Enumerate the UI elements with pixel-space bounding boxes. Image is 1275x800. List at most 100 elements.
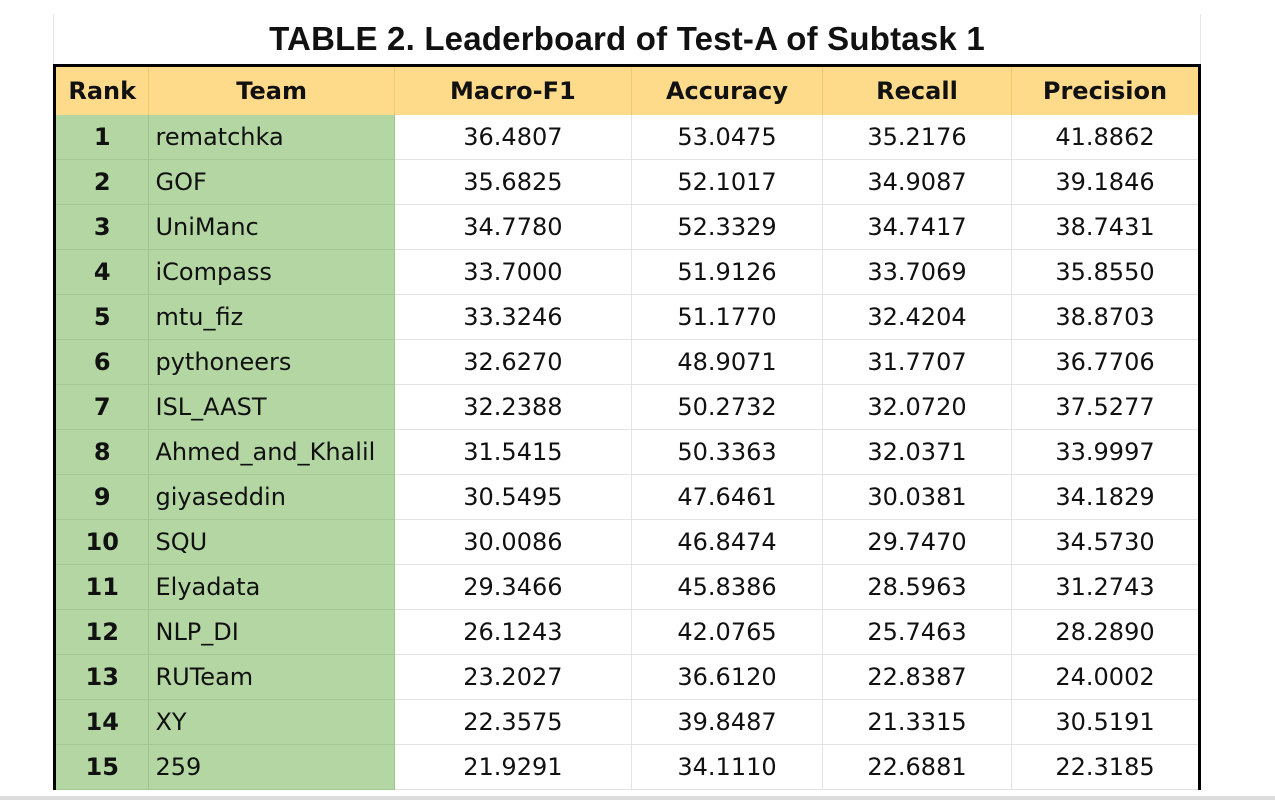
macro-f1-cell: 21.9291	[394, 744, 633, 790]
team-cell: 259	[148, 744, 395, 790]
table-header: Rank Team Macro-F1 Accuracy Recall Preci…	[52, 64, 1202, 115]
accuracy-cell: 51.9126	[631, 249, 823, 295]
table-row: 7 ISL_AAST 32.2388 50.2732 32.0720 37.5277	[52, 384, 1202, 430]
accuracy-cell: 53.0475	[631, 115, 823, 160]
header-team: Team	[148, 64, 395, 115]
macro-f1-cell: 29.3466	[394, 564, 633, 610]
precision-cell: 36.7706	[1011, 339, 1202, 385]
table-row: 15 259 21.9291 34.1110 22.6881 22.3185	[52, 744, 1202, 790]
table-row: 1 rematchka 36.4807 53.0475 35.2176 41.8862	[52, 115, 1202, 160]
macro-f1-cell: 30.0086	[394, 519, 633, 565]
accuracy-cell: 52.3329	[631, 204, 823, 250]
team-cell: iCompass	[148, 249, 395, 295]
macro-f1-cell: 31.5415	[394, 429, 633, 475]
macro-f1-cell: 32.2388	[394, 384, 633, 430]
recall-cell: 30.0381	[822, 474, 1012, 520]
table-row: 4 iCompass 33.7000 51.9126 33.7069 35.8550	[52, 249, 1202, 295]
precision-cell: 37.5277	[1011, 384, 1202, 430]
table-row: 8 Ahmed_and_Khalil 31.5415 50.3363 32.0371 33…	[52, 429, 1202, 475]
precision-cell: 41.8862	[1011, 115, 1202, 160]
precision-cell: 24.0002	[1011, 654, 1202, 700]
recall-cell: 28.5963	[822, 564, 1012, 610]
team-cell: GOF	[148, 159, 395, 205]
rank-cell: 7	[52, 384, 150, 430]
accuracy-cell: 47.6461	[631, 474, 823, 520]
accuracy-cell: 36.6120	[631, 654, 823, 700]
table-row: 13 RUTeam 23.2027 36.6120 22.8387 24.0002	[52, 654, 1202, 700]
rank-cell: 11	[52, 564, 150, 610]
accuracy-cell: 50.3363	[631, 429, 823, 475]
team-cell: RUTeam	[148, 654, 395, 700]
macro-f1-cell: 34.7780	[394, 204, 633, 250]
macro-f1-cell: 35.6825	[394, 159, 633, 205]
rank-cell: 9	[52, 474, 150, 520]
recall-cell: 25.7463	[822, 609, 1012, 655]
team-cell: Ahmed_and_Khalil	[148, 429, 395, 475]
team-cell: NLP_DI	[148, 609, 395, 655]
rank-cell: 12	[52, 609, 150, 655]
macro-f1-cell: 32.6270	[394, 339, 633, 385]
sheet-top-margin	[53, 0, 1201, 17]
table-row: 11 Elyadata 29.3466 45.8386 28.5963 31.2743	[52, 564, 1202, 610]
team-cell: pythoneers	[148, 339, 395, 385]
rank-cell: 3	[52, 204, 150, 250]
accuracy-cell: 45.8386	[631, 564, 823, 610]
precision-cell: 28.2890	[1011, 609, 1202, 655]
recall-cell: 29.7470	[822, 519, 1012, 565]
accuracy-cell: 42.0765	[631, 609, 823, 655]
accuracy-cell: 48.9071	[631, 339, 823, 385]
team-cell: ISL_AAST	[148, 384, 395, 430]
rank-cell: 13	[52, 654, 150, 700]
rank-cell: 10	[52, 519, 150, 565]
precision-cell: 33.9997	[1011, 429, 1202, 475]
team-cell: Elyadata	[148, 564, 395, 610]
table-row: 12 NLP_DI 26.1243 42.0765 25.7463 28.2890	[52, 609, 1202, 655]
table-body: 1 rematchka 36.4807 53.0475 35.2176 41.8862 2 G…	[52, 115, 1202, 790]
header-recall: Recall	[822, 64, 1012, 115]
team-cell: SQU	[148, 519, 395, 565]
recall-cell: 22.8387	[822, 654, 1012, 700]
recall-cell: 32.0371	[822, 429, 1012, 475]
rank-cell: 8	[52, 429, 150, 475]
rank-cell: 6	[52, 339, 150, 385]
table-row: 9 giyaseddin 30.5495 47.6461 30.0381 34.1829	[52, 474, 1202, 520]
accuracy-cell: 50.2732	[631, 384, 823, 430]
precision-cell: 38.7431	[1011, 204, 1202, 250]
team-cell: giyaseddin	[148, 474, 395, 520]
rank-cell: 15	[52, 744, 150, 790]
macro-f1-cell: 33.3246	[394, 294, 633, 340]
accuracy-cell: 34.1110	[631, 744, 823, 790]
precision-cell: 35.8550	[1011, 249, 1202, 295]
table-row: 5 mtu_fiz 33.3246 51.1770 32.4204 38.8703	[52, 294, 1202, 340]
macro-f1-cell: 36.4807	[394, 115, 633, 160]
header-macro-f1: Macro-F1	[394, 64, 633, 115]
rank-cell: 14	[52, 699, 150, 745]
recall-cell: 34.9087	[822, 159, 1012, 205]
recall-cell: 31.7707	[822, 339, 1012, 385]
precision-cell: 34.1829	[1011, 474, 1202, 520]
table-row: 10 SQU 30.0086 46.8474 29.7470 34.5730	[52, 519, 1202, 565]
recall-cell: 33.7069	[822, 249, 1012, 295]
table-row: 2 GOF 35.6825 52.1017 34.9087 39.1846	[52, 159, 1202, 205]
sheet-edge-left	[53, 14, 54, 64]
team-cell: mtu_fiz	[148, 294, 395, 340]
window-bottom-edge	[0, 796, 1275, 800]
macro-f1-cell: 22.3575	[394, 699, 633, 745]
table-row: 14 XY 22.3575 39.8487 21.3315 30.5191	[52, 699, 1202, 745]
recall-cell: 32.0720	[822, 384, 1012, 430]
rank-cell: 4	[52, 249, 150, 295]
macro-f1-cell: 33.7000	[394, 249, 633, 295]
header-row: Rank Team Macro-F1 Accuracy Recall Preci…	[52, 64, 1202, 115]
rank-cell: 5	[52, 294, 150, 340]
header-accuracy: Accuracy	[631, 64, 823, 115]
header-precision: Precision	[1011, 64, 1202, 115]
precision-cell: 22.3185	[1011, 744, 1202, 790]
recall-cell: 35.2176	[822, 115, 1012, 160]
table-title: TABLE 2. Leaderboard of Test-A of Subtas…	[269, 20, 985, 57]
precision-cell: 38.8703	[1011, 294, 1202, 340]
team-cell: XY	[148, 699, 395, 745]
macro-f1-cell: 23.2027	[394, 654, 633, 700]
accuracy-cell: 39.8487	[631, 699, 823, 745]
accuracy-cell: 51.1770	[631, 294, 823, 340]
